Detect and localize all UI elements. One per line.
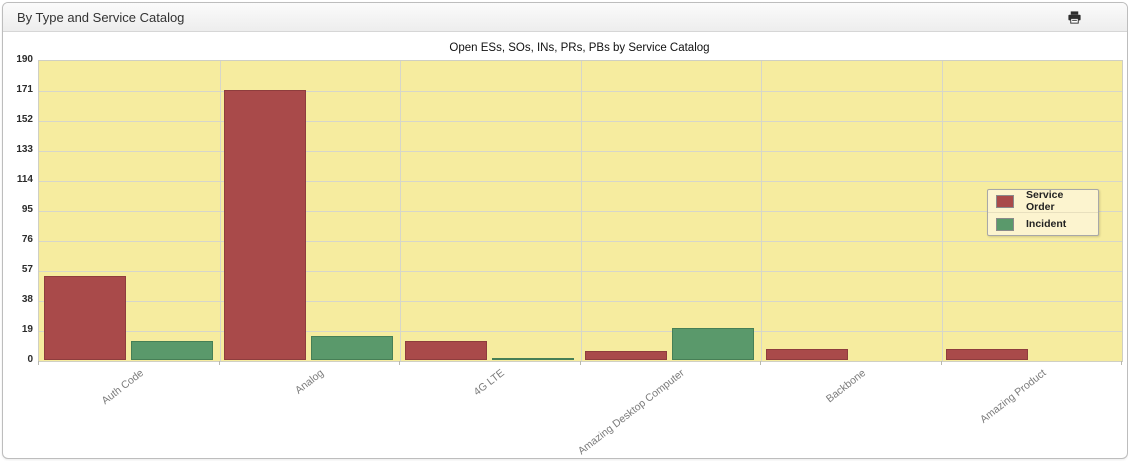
- gridline-horizontal: [39, 301, 1122, 302]
- panel-header: By Type and Service Catalog: [3, 3, 1127, 32]
- gridline-vertical: [220, 61, 221, 361]
- y-axis-tick-label: 38: [21, 294, 33, 305]
- legend-label: Service Order: [1026, 189, 1064, 213]
- x-axis-tick: [760, 361, 761, 365]
- y-axis-tick-label: 19: [21, 324, 33, 335]
- x-axis-label-4g-lte: 4G LTE: [471, 367, 507, 399]
- x-axis-tick: [580, 361, 581, 365]
- gridline-horizontal: [39, 331, 1122, 332]
- y-axis-tick-label: 95: [21, 204, 33, 215]
- chart-title: Open ESs, SOs, INs, PRs, PBs by Service …: [449, 42, 710, 54]
- x-axis-tick: [219, 361, 220, 365]
- gridline-horizontal: [39, 121, 1122, 122]
- x-axis-label-amazing-desktop-computer: Amazing Desktop Computer: [576, 367, 688, 458]
- x-axis-tick: [38, 361, 39, 365]
- bar-incident-auth-code[interactable]: [130, 341, 213, 360]
- gridline-horizontal: [39, 271, 1122, 272]
- y-axis-tick-label: 152: [16, 114, 33, 125]
- y-axis-tick-label: 114: [16, 174, 33, 185]
- bar-service-order-analog[interactable]: [224, 90, 307, 360]
- gridline-horizontal: [39, 91, 1122, 92]
- y-axis-tick-label: 57: [21, 264, 33, 275]
- bar-service-order-amazing-product[interactable]: [946, 349, 1029, 360]
- gridline-vertical: [942, 61, 943, 361]
- x-axis-label-backbone: Backbone: [823, 367, 868, 406]
- legend-item-service-order[interactable]: Service Order: [988, 189, 1098, 213]
- y-axis-tick-label: 190: [16, 54, 33, 65]
- x-axis-label-analog: Analog: [292, 367, 327, 397]
- bar-incident-analog[interactable]: [311, 336, 394, 360]
- gridline-vertical: [761, 61, 762, 361]
- gridline-horizontal: [39, 181, 1122, 182]
- printer-icon[interactable]: [1065, 8, 1083, 26]
- bar-incident-4g-lte[interactable]: [491, 358, 574, 360]
- y-axis-tick-label: 133: [16, 144, 33, 155]
- gridline-vertical: [400, 61, 401, 361]
- legend: Service Order Incident: [987, 189, 1099, 236]
- bar-incident-amazing-desktop-computer[interactable]: [672, 328, 755, 360]
- chart-plot-area: [38, 60, 1123, 362]
- bar-service-order-amazing-desktop-computer[interactable]: [585, 351, 668, 360]
- bar-service-order-4g-lte[interactable]: [404, 341, 487, 360]
- gridline-vertical: [581, 61, 582, 361]
- gridline-horizontal: [39, 151, 1122, 152]
- legend-swatch-incident: [996, 217, 1014, 231]
- x-axis-label-amazing-product: Amazing Product: [977, 367, 1049, 426]
- printer-icon-glyph: [1067, 10, 1081, 24]
- x-axis-tick: [941, 361, 942, 365]
- bar-service-order-backbone[interactable]: [765, 349, 848, 360]
- x-axis-tick: [1121, 361, 1122, 365]
- gridline-horizontal: [39, 241, 1122, 242]
- y-axis-tick-label: 76: [21, 234, 33, 245]
- panel-title: By Type and Service Catalog: [17, 9, 185, 25]
- x-axis-tick: [399, 361, 400, 365]
- legend-label: Incident: [1026, 218, 1067, 230]
- bar-service-order-auth-code[interactable]: [43, 276, 126, 360]
- legend-swatch-service-order: [996, 194, 1014, 208]
- x-axis-label-auth-code: Auth Code: [99, 367, 146, 408]
- y-axis-tick-label: 0: [27, 354, 33, 365]
- y-axis-tick-label: 171: [16, 84, 33, 95]
- gridline-horizontal: [39, 211, 1122, 212]
- legend-item-incident[interactable]: Incident: [988, 212, 1098, 235]
